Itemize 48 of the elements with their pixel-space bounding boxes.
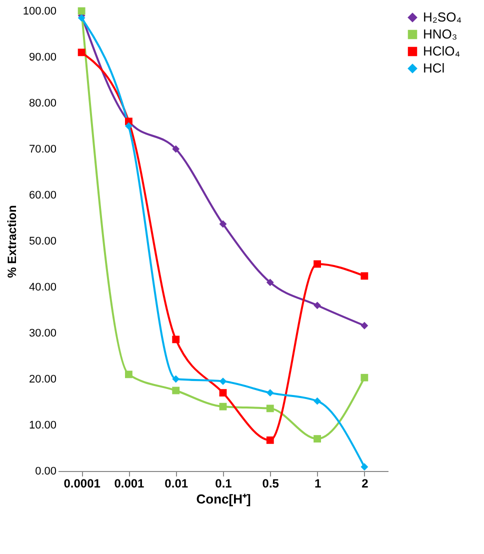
point bbox=[314, 260, 321, 268]
point bbox=[172, 375, 180, 383]
legend-label: HCl bbox=[423, 60, 445, 76]
point bbox=[360, 322, 368, 330]
point bbox=[219, 378, 227, 386]
point bbox=[219, 220, 227, 228]
point bbox=[78, 48, 86, 56]
point bbox=[360, 272, 368, 280]
y-tick-label: 80.00 bbox=[28, 98, 56, 110]
point bbox=[78, 7, 86, 15]
point bbox=[266, 404, 274, 412]
y-tick-label: 50.00 bbox=[28, 236, 56, 248]
x-tick-label: 0.5 bbox=[262, 476, 280, 490]
x-tick-label: 0.01 bbox=[164, 476, 188, 490]
y-axis-title: % Extraction bbox=[4, 205, 19, 278]
legend-label: HNO₃ bbox=[423, 26, 458, 42]
point bbox=[219, 389, 227, 397]
x-tick-label: 1 bbox=[314, 476, 322, 490]
point bbox=[266, 389, 274, 397]
point bbox=[125, 370, 132, 378]
point bbox=[314, 435, 321, 443]
x-tick-label: 0.0001 bbox=[64, 476, 101, 490]
point bbox=[266, 436, 274, 444]
point bbox=[172, 336, 180, 344]
point bbox=[172, 145, 180, 153]
point bbox=[172, 386, 180, 394]
x-tick-label: 2 bbox=[362, 476, 369, 490]
y-tick-label: 20.00 bbox=[28, 374, 56, 386]
x-tick-label: 0.001 bbox=[114, 476, 145, 490]
y-tick-label: 40.00 bbox=[28, 282, 56, 294]
point bbox=[266, 278, 274, 286]
point bbox=[360, 374, 368, 382]
y-tick-label: 10.00 bbox=[28, 420, 56, 432]
y-tick-label: 100.00 bbox=[22, 6, 56, 18]
y-tick-label: 70.00 bbox=[28, 144, 56, 156]
y-tick-label: 60.00 bbox=[28, 190, 56, 202]
point bbox=[360, 463, 368, 471]
point bbox=[314, 302, 321, 310]
x-tick-label: 0.1 bbox=[215, 476, 232, 490]
point bbox=[78, 14, 86, 22]
point bbox=[219, 402, 227, 410]
point bbox=[314, 397, 321, 405]
y-tick-label: 90.00 bbox=[28, 52, 56, 64]
legend-label: H₂SO₄ bbox=[423, 10, 462, 24]
x-axis-title: Conc[H⁺] bbox=[196, 492, 251, 506]
y-tick-label: 0.00 bbox=[35, 466, 56, 478]
y-tick-label: 30.00 bbox=[28, 328, 56, 340]
legend-label: HClO₄ bbox=[423, 44, 460, 58]
